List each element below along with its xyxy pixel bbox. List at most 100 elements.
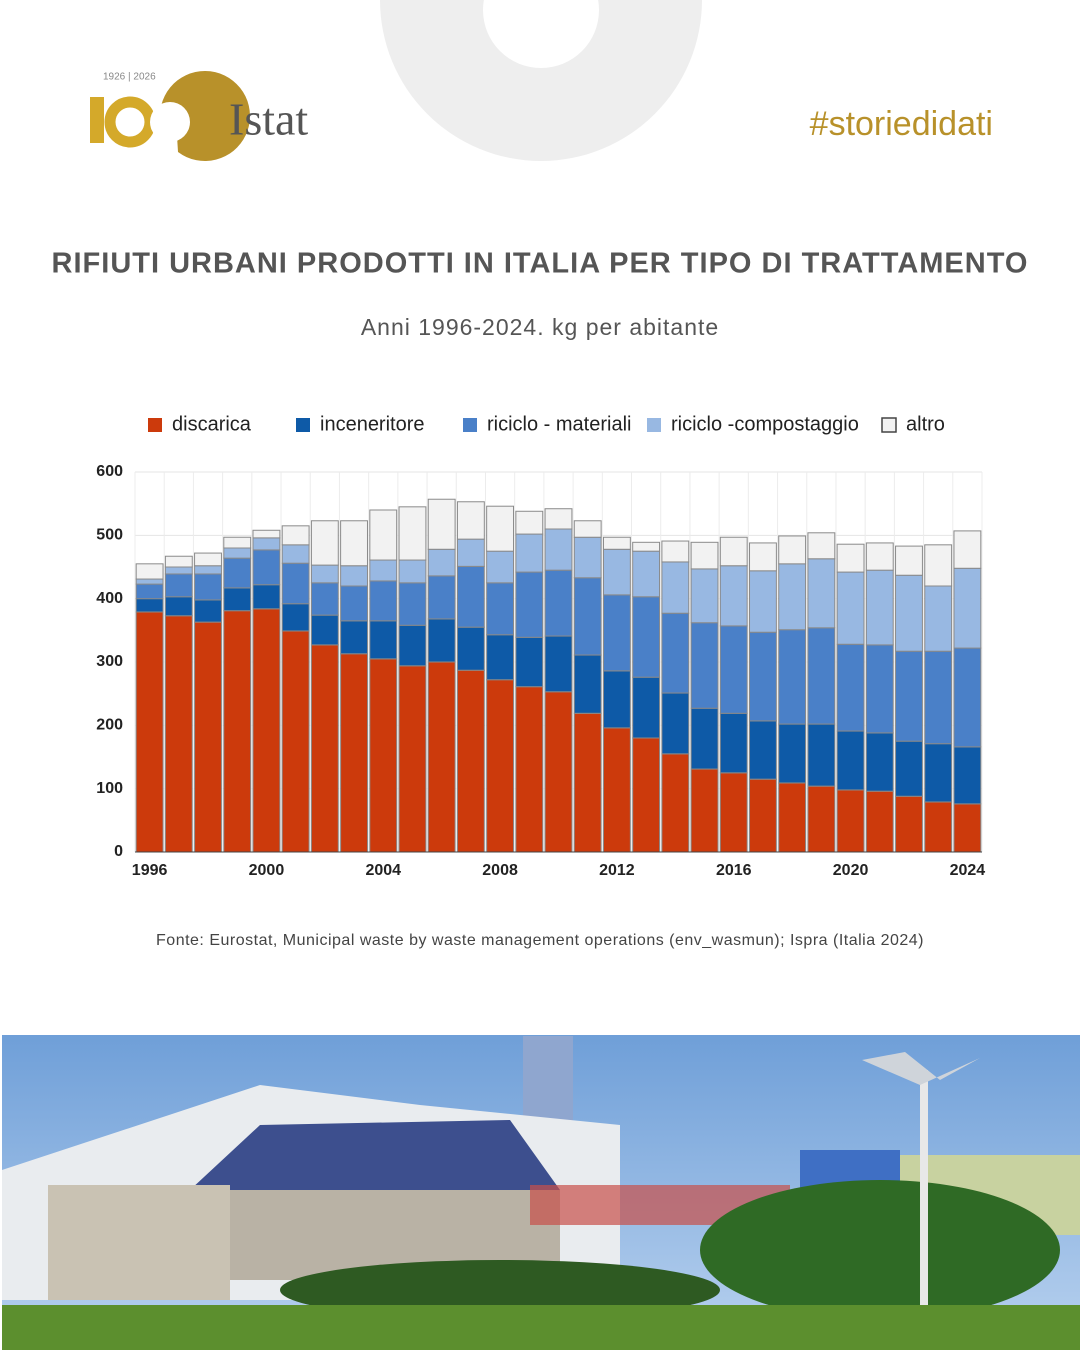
bar-segment	[456, 501, 485, 540]
photo	[2, 1035, 1080, 1350]
bar-segment	[456, 565, 485, 628]
bar-segment	[427, 661, 456, 853]
bar-segment	[632, 550, 661, 598]
bar-segment	[427, 575, 456, 620]
y-tick-label: 300	[96, 653, 123, 670]
bar-segment	[661, 561, 690, 614]
bar-segment	[602, 594, 631, 672]
bar-segment	[340, 565, 368, 587]
bar-segment	[310, 644, 339, 853]
bar-segment	[632, 676, 661, 739]
bar-segment	[340, 585, 368, 622]
bar-segment	[924, 743, 953, 803]
bar-segment	[310, 520, 339, 566]
bar-segment	[310, 564, 339, 584]
bar-segment	[807, 627, 836, 725]
bar-segment	[164, 615, 193, 853]
bar-segment	[398, 624, 427, 667]
legend-label: altro	[906, 413, 945, 435]
bar-segment	[573, 654, 602, 714]
bar-segment	[135, 598, 164, 613]
bar-segment	[953, 647, 982, 748]
bar-segment	[135, 583, 164, 600]
bar-segment	[924, 585, 953, 652]
bar-segment	[895, 795, 923, 853]
bar-segment	[369, 509, 398, 561]
bar-segment	[456, 538, 485, 567]
x-tick-label: 2004	[365, 862, 401, 879]
y-tick-label: 500	[96, 527, 123, 544]
bar-segment	[164, 573, 193, 598]
bar-segment	[252, 529, 281, 539]
logo-arc	[160, 70, 250, 161]
x-tick-label: 2016	[716, 862, 752, 879]
bar-segment	[895, 545, 923, 576]
bar-segment	[223, 610, 252, 853]
bar-segment	[661, 540, 690, 563]
y-tick-label: 600	[96, 463, 123, 480]
photo-dome	[190, 1120, 560, 1190]
bar-segment	[690, 568, 719, 624]
bar-segment	[223, 557, 252, 589]
x-tick-label: 2020	[833, 862, 869, 879]
bar-segment	[515, 533, 544, 573]
photo-block	[48, 1185, 230, 1300]
bar-segment	[135, 611, 164, 853]
source-note: Fonte: Eurostat, Municipal waste by wast…	[156, 932, 924, 949]
bar-segment	[778, 629, 807, 725]
bar-segment	[281, 544, 310, 564]
bar-segment	[573, 536, 602, 579]
photo-lamp	[862, 1052, 980, 1085]
bar-segment	[749, 720, 777, 780]
bar-segment	[924, 801, 953, 853]
bar-segment	[369, 580, 398, 622]
bar-segment	[807, 723, 836, 787]
bar-segment	[486, 679, 515, 853]
bar-segment	[369, 658, 398, 853]
bar-segment	[895, 740, 923, 797]
bar-segment	[164, 566, 193, 575]
bar-segment	[310, 614, 339, 646]
legend-swatch	[647, 418, 661, 432]
bar-segment	[252, 584, 281, 610]
bar-segment	[778, 535, 807, 565]
logo-inner	[150, 102, 190, 142]
bar-segment	[515, 571, 544, 638]
legend-label: riciclo - materiali	[487, 413, 631, 435]
bar-segment	[194, 621, 222, 853]
bar-segment	[398, 506, 427, 561]
y-tick-label: 200	[96, 717, 123, 734]
x-tick-label: 2024	[950, 862, 986, 879]
bar-segment	[807, 532, 836, 560]
bar-segment	[252, 549, 281, 586]
bar-segment	[749, 778, 777, 853]
bar-segment	[836, 543, 865, 573]
bar-segment	[865, 644, 894, 734]
bar-segment	[602, 548, 631, 596]
bar-segment	[398, 582, 427, 626]
bar-segment	[164, 555, 193, 568]
bar-segment	[953, 530, 982, 569]
bar-segment	[807, 558, 836, 629]
bar-segment	[836, 789, 865, 853]
bar-segment	[194, 552, 222, 567]
bar-segment	[544, 528, 573, 571]
bar-segment	[456, 669, 485, 853]
bar-segment	[281, 525, 310, 546]
legend-label: inceneritore	[320, 413, 425, 435]
bar-segment	[865, 790, 894, 853]
logo-years: 1926 | 2026	[103, 72, 156, 83]
bar-segment	[836, 643, 865, 732]
bar-segment	[427, 498, 456, 550]
bar-segment	[661, 692, 690, 755]
logo-zero	[104, 96, 156, 148]
bar-segment	[778, 782, 807, 853]
bar-segment	[719, 712, 748, 774]
bar-segment	[719, 625, 748, 714]
x-tick-label: 1996	[132, 862, 168, 879]
bar-segment	[778, 563, 807, 631]
bar-segment	[340, 653, 368, 853]
